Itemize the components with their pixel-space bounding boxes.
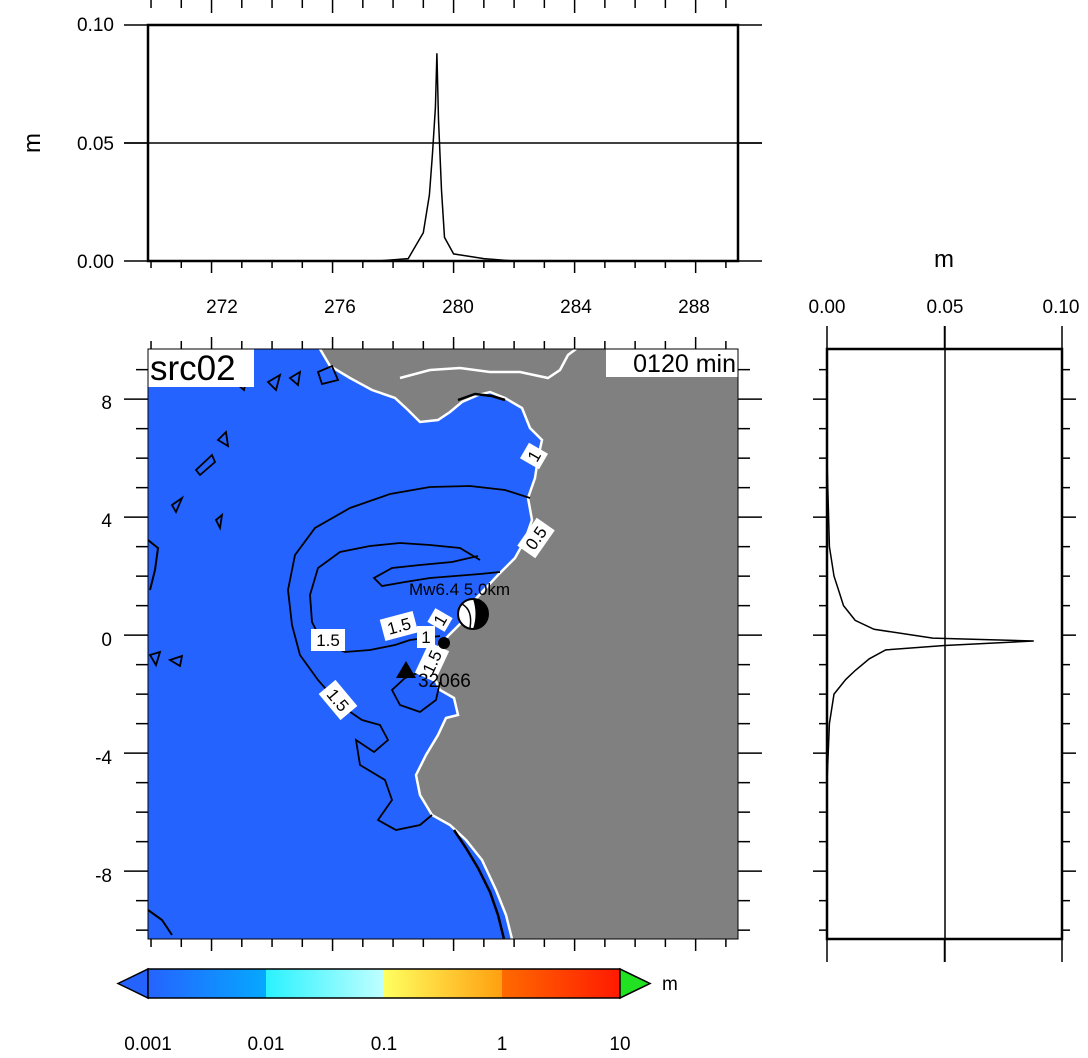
epicenter-label: Mw6.4 5.0km	[409, 580, 510, 599]
colorbar-unit: m	[662, 974, 678, 995]
right-series-line	[826, 349, 1034, 939]
time-box	[606, 349, 738, 377]
colorbar-tick-label: 10	[609, 1034, 630, 1055]
map-ytick-label: 0	[101, 630, 112, 651]
label-box	[148, 349, 254, 387]
top-xtick-label: 288	[678, 297, 710, 318]
map-panel: src02 0120 min 1.5 1.5 1.5 1.5 1 0.5	[95, 337, 762, 951]
top-series-line	[148, 53, 738, 262]
colorbar-under-triangle	[116, 967, 149, 1000]
contour-core	[372, 555, 501, 587]
south-coast-contour	[452, 829, 506, 939]
coastline	[318, 349, 544, 939]
focal-mechanism	[438, 598, 489, 649]
contour-label: 1	[519, 442, 549, 470]
map-ytick-label: 8	[101, 393, 112, 414]
top-panel-ylabel: m	[19, 133, 46, 153]
top-plot-frame	[146, 23, 740, 263]
top-xtick-label: 272	[206, 297, 238, 318]
colorbar-tick-label: 0.001	[124, 1034, 172, 1055]
contour-label: 1	[417, 626, 435, 648]
station-triangle-icon	[396, 661, 416, 678]
right-panel: m 0.00 0.05 0.10	[809, 246, 1080, 962]
contour-label: 1.5	[379, 610, 419, 642]
land	[320, 349, 738, 939]
map-label: src02	[150, 349, 236, 388]
colorbar-segment	[502, 969, 620, 998]
colorbar-tick-label: 0.01	[248, 1034, 285, 1055]
top-ytick-label: 0.05	[77, 134, 114, 155]
map-frame	[147, 348, 739, 940]
top-ytick-label: 0.00	[77, 252, 114, 273]
top-axis-ticks	[124, 0, 762, 273]
top-xtick-label: 284	[560, 297, 592, 318]
inland-boundary	[399, 349, 577, 380]
colorbar-over-triangle	[619, 967, 652, 1000]
north-coast-contour	[457, 392, 506, 402]
colorbar: m 0.001 0.01 0.1 1 10	[116, 967, 678, 1055]
colorbar-tick-label: 1	[497, 1034, 508, 1055]
svg-text:1.5: 1.5	[316, 631, 340, 650]
map-time-label: 0120 min	[633, 350, 736, 378]
right-plot-frame	[825, 347, 1064, 941]
right-panel-xlabel: m	[934, 246, 954, 273]
colorbar-segment	[148, 969, 266, 998]
top-panel: m 0.10 0.05 0.00 272 276 280 284 288	[19, 0, 762, 318]
contour-label: 1	[427, 608, 453, 632]
contour-label: 1.5	[311, 629, 345, 651]
colorbar-tick-label: 0.1	[371, 1034, 397, 1055]
colorbar-segment	[384, 969, 502, 998]
right-axis-ticks	[813, 326, 1076, 962]
right-xtick-label: 0.10	[1043, 297, 1080, 318]
contour-inner	[309, 542, 481, 653]
top-xtick-label: 280	[442, 297, 474, 318]
map-ytick-label: -8	[95, 866, 112, 887]
map-ytick-label: 4	[101, 511, 112, 532]
right-xtick-label: 0.00	[809, 297, 846, 318]
top-xtick-label: 276	[324, 297, 356, 318]
station-label: 32066	[418, 671, 471, 692]
right-xtick-label: 0.05	[927, 297, 964, 318]
map-axis-ticks	[124, 337, 762, 951]
colorbar-segment	[266, 969, 384, 998]
west-coast	[148, 539, 173, 936]
map-ytick-label: -4	[95, 748, 112, 769]
svg-text:1: 1	[421, 628, 430, 647]
top-ytick-label: 0.10	[77, 15, 114, 36]
